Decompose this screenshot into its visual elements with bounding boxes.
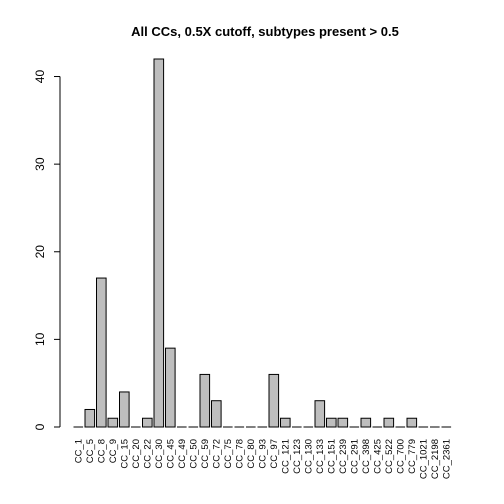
x-tick-label: CC_522 [384,439,395,474]
x-tick-label: CC_78 [234,439,245,469]
y-tick-label: 10 [33,332,47,346]
bar [212,401,222,427]
y-axis: 0 10 20 30 40 [33,70,60,431]
chart-title: All CCs, 0.5X cutoff, subtypes present >… [131,24,399,39]
x-tick-label: CC_49 [177,439,188,469]
x-tick-label: CC_22 [142,439,153,469]
bar [327,418,337,427]
x-tick-label: CC_9 [108,439,119,463]
bar [407,418,417,427]
bar [384,418,394,427]
x-tick-label: CC_123 [292,439,303,474]
x-tick-label: CC_45 [165,439,176,469]
bar [281,418,291,427]
x-tick-label: CC_130 [303,439,314,474]
y-tick-label: 20 [33,245,47,259]
bar [200,374,210,427]
x-tick-label: CC_1 [73,439,84,463]
x-tick-label: CC_151 [326,439,337,474]
bar [166,348,176,427]
x-tick-label: CC_291 [349,439,360,474]
x-tick-label: CC_425 [372,439,383,474]
y-tick-label: 40 [33,70,47,84]
x-tick-label: CC_72 [211,439,222,469]
bar [269,374,279,427]
bar [315,401,325,427]
bar [338,418,348,427]
x-tick-label: CC_779 [407,439,418,474]
bar [108,418,118,427]
x-axis-labels: CC_1 CC_5 CC_8 CC_9 CC_15 CC_20 CC_22 CC_30 CC_4… [73,439,452,479]
x-tick-label: CC_30 [154,439,165,469]
x-tick-label: CC_2361 [441,439,452,479]
bar [97,278,107,427]
x-tick-label: CC_5 [85,439,96,463]
x-tick-label: CC_2198 [430,439,441,479]
x-tick-label: CC_15 [119,439,130,469]
x-tick-label: CC_239 [338,439,349,474]
x-tick-label: CC_1021 [418,439,429,479]
x-tick-label: CC_20 [131,439,142,469]
y-tick-label: 0 [33,423,47,430]
x-tick-label: CC_398 [361,439,372,474]
x-tick-label: CC_97 [269,439,280,469]
bar [143,418,153,427]
bar [85,409,95,427]
x-tick-label: CC_8 [96,439,107,463]
bar [361,418,371,427]
bar [120,392,130,427]
x-tick-label: CC_75 [223,439,234,469]
y-tick-label: 30 [33,157,47,171]
x-tick-label: CC_93 [257,439,268,469]
x-tick-label: CC_133 [315,439,326,474]
x-tick-label: CC_59 [200,439,211,469]
bars [74,59,452,427]
bar [154,59,164,427]
x-tick-label: CC_700 [395,439,406,474]
x-tick-label: CC_80 [246,439,257,469]
x-tick-label: CC_121 [280,439,291,474]
x-tick-label: CC_50 [188,439,199,469]
